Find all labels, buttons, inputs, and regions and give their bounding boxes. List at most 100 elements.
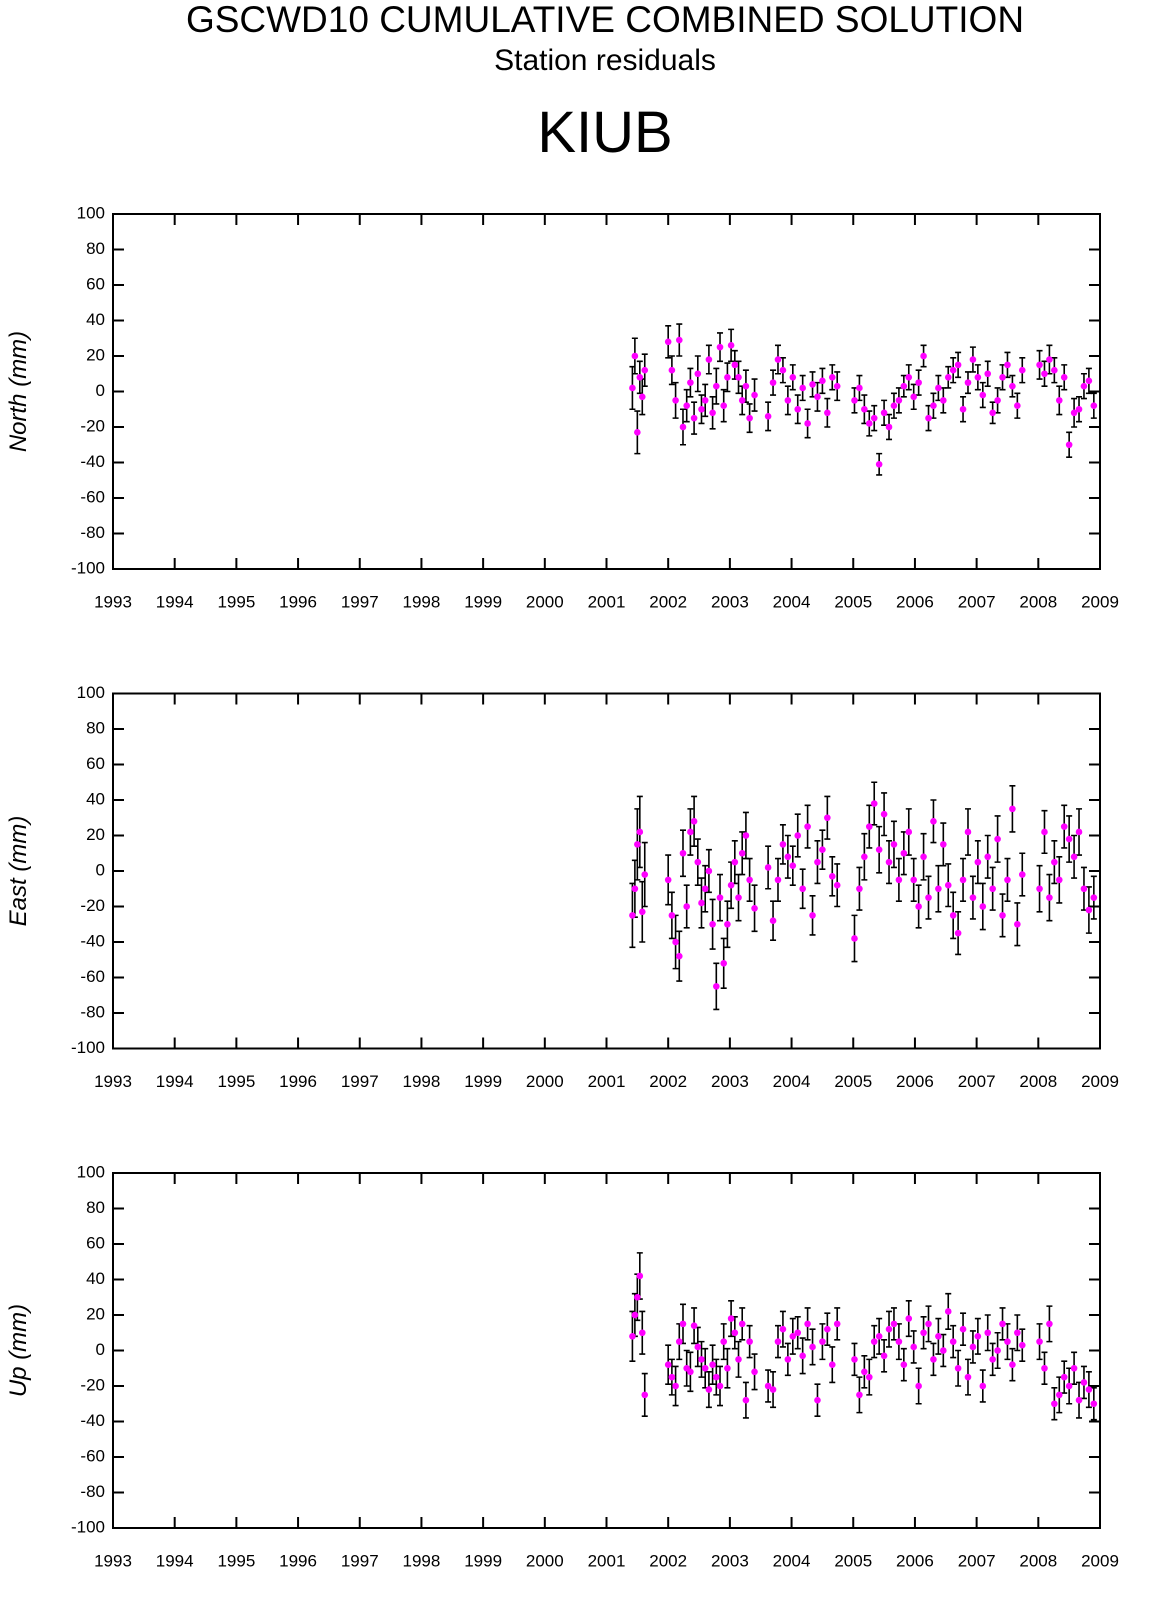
x-tick-label: 1996	[279, 1072, 317, 1091]
x-tick-label: 2008	[1019, 1072, 1057, 1091]
data-point	[890, 1320, 898, 1328]
data-point	[672, 397, 679, 404]
data-point	[940, 841, 947, 848]
data-point	[716, 1382, 724, 1390]
y-tick-label: -80	[80, 1002, 105, 1021]
data-point	[814, 393, 821, 401]
data-point	[724, 920, 731, 928]
x-tick-label: 1996	[279, 1551, 317, 1570]
x-tick-label: 1993	[94, 1072, 132, 1091]
data-point	[687, 828, 694, 836]
data-point	[638, 393, 646, 401]
data-point	[1018, 366, 1026, 374]
x-tick-label: 2005	[834, 1072, 872, 1091]
x-tick-label: 1995	[217, 1072, 255, 1091]
x-tick-label: 2003	[711, 1072, 749, 1091]
data-point	[713, 382, 720, 390]
page-title: GSCWD10 CUMULATIVE COMBINED SOLUTION	[186, 0, 1024, 40]
data-point	[935, 1333, 942, 1340]
y-tick-label: -60	[80, 487, 105, 506]
data-point	[701, 1364, 709, 1372]
data-point	[861, 405, 868, 413]
data-point	[720, 960, 728, 967]
data-point	[1041, 1364, 1048, 1372]
data-point	[890, 841, 898, 848]
y-tick-label: -80	[80, 1482, 105, 1501]
y-tick-label: 60	[86, 1233, 105, 1252]
data-point	[949, 366, 957, 374]
data-point	[1009, 805, 1016, 813]
data-point	[727, 342, 735, 349]
data-point	[774, 356, 782, 363]
x-tick-label: 2003	[711, 1551, 749, 1570]
data-point	[1014, 402, 1021, 410]
data-point	[930, 1356, 937, 1363]
y-tick-label: -40	[80, 931, 105, 950]
data-point	[774, 876, 782, 884]
x-tick-label: 1998	[403, 1072, 441, 1091]
data-point	[742, 382, 750, 390]
data-points	[629, 781, 1098, 1011]
data-point	[720, 1338, 728, 1345]
y-tick-label: 0	[96, 381, 105, 400]
x-tick-label: 1993	[94, 1551, 132, 1570]
y-tick-label: 80	[86, 1198, 105, 1217]
data-point	[687, 1368, 694, 1376]
data-point	[964, 1373, 972, 1381]
data-point	[851, 935, 858, 942]
data-point	[764, 413, 772, 420]
data-point	[664, 1361, 672, 1368]
y-tick-label: -80	[80, 523, 105, 542]
data-point	[1080, 885, 1088, 893]
data-point	[989, 1356, 996, 1363]
data-point	[809, 381, 816, 388]
data-point	[999, 1320, 1006, 1328]
x-tick-label: 2002	[649, 1072, 687, 1091]
data-point	[895, 397, 903, 404]
data-point	[833, 382, 841, 390]
x-tick-label: 2000	[526, 1551, 564, 1570]
data-point	[989, 409, 996, 417]
data-point	[675, 1338, 683, 1345]
data-point	[634, 841, 641, 848]
data-point	[905, 1315, 913, 1322]
x-tick-label: 1999	[464, 592, 502, 611]
data-point	[779, 841, 787, 848]
data-point	[954, 361, 962, 369]
data-point	[636, 1272, 644, 1280]
data-point	[709, 1361, 716, 1368]
data-point	[675, 952, 683, 960]
data-point	[687, 379, 694, 386]
data-point	[885, 1325, 893, 1333]
data-point	[727, 1315, 735, 1322]
data-point	[804, 823, 811, 830]
data-point	[851, 1356, 858, 1363]
data-point	[809, 1343, 816, 1351]
data-point	[984, 853, 992, 861]
data-point	[999, 912, 1006, 919]
data-point	[940, 397, 947, 404]
data-point	[979, 1382, 987, 1390]
y-tick-label: 60	[86, 754, 105, 773]
data-point	[915, 903, 922, 910]
data-point	[638, 908, 646, 916]
data-point	[1046, 356, 1053, 363]
data-point	[1004, 361, 1011, 369]
data-point	[631, 352, 639, 360]
x-tick-label: 1997	[341, 1072, 379, 1091]
x-tick-label: 1996	[279, 592, 317, 611]
data-point	[900, 382, 908, 390]
y-tick-label: -20	[80, 1375, 105, 1394]
data-point	[701, 397, 709, 404]
data-point	[954, 1364, 962, 1372]
data-point	[865, 823, 873, 830]
data-point	[944, 374, 952, 381]
data-point	[716, 343, 724, 351]
data-point	[905, 374, 913, 381]
data-point	[984, 370, 992, 378]
data-point	[814, 1396, 821, 1404]
data-point	[751, 1368, 758, 1376]
data-point	[1004, 876, 1011, 884]
y-tick-label: 20	[86, 345, 105, 364]
data-point	[709, 409, 716, 417]
